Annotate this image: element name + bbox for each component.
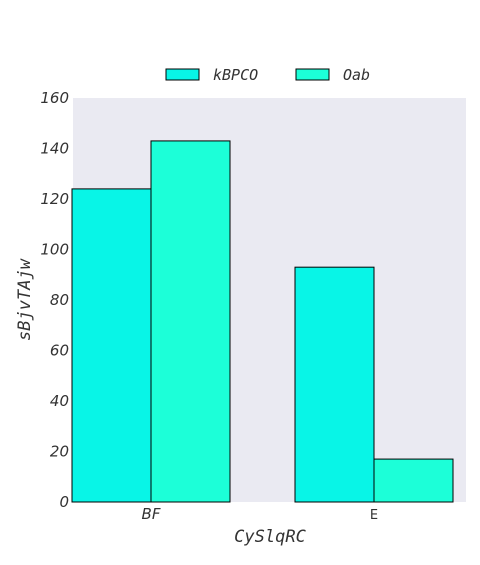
y-tick-label: 140 [40,140,69,158]
bar-kBPCO-E [294,266,375,503]
x-axis-label: CySlqRC [234,527,306,547]
legend-swatch-Oab [295,68,330,81]
bar-Oab-E [373,458,454,503]
legend: kBPCO Oab [165,66,370,84]
bars-group [71,140,454,503]
bar-kBPCO-BF [71,188,152,503]
legend-swatch-kBPCO [165,68,200,81]
y-axis-label: sBjvTAjw [15,258,35,341]
y-tick-label: 80 [50,291,69,309]
bar-Oab-BF [150,140,231,503]
y-tick-label: 100 [40,241,69,259]
y-tick-label: 40 [50,392,69,410]
x-tick-label: E [370,508,378,523]
y-axis-ticks: 0 20 40 60 80 100 120 140 160 [40,89,69,511]
x-axis-ticks: BF E [142,505,379,523]
y-tick-label: 60 [50,342,69,360]
legend-label-kBPCO: kBPCO [213,66,258,84]
x-tick-label: BF [142,505,161,523]
y-tick-label: 0 [59,493,69,511]
legend-label-Oab: Oab [343,66,370,84]
y-tick-label: 160 [40,89,69,107]
y-tick-label: 20 [50,443,69,461]
y-tick-label: 120 [40,190,69,208]
